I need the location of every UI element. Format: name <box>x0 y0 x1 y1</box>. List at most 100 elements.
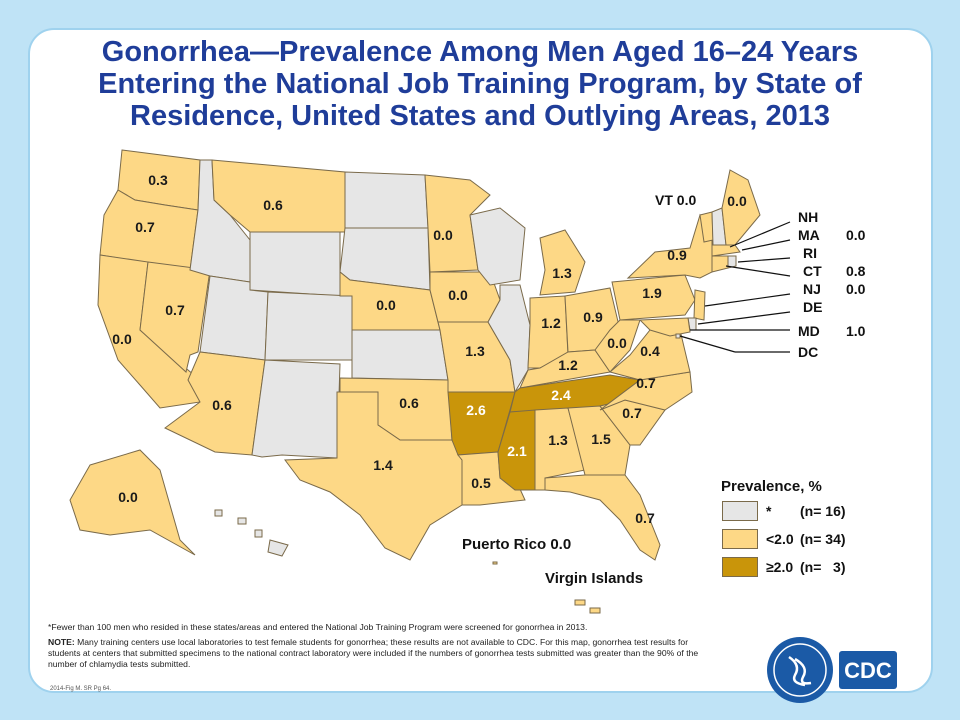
state-value-WV: 0.0 <box>607 335 627 351</box>
state-value-CA: 0.0 <box>112 331 132 347</box>
northeast-leader-lines <box>679 221 791 353</box>
ne-label-MD: MD <box>798 323 820 339</box>
legend-count: (n= 3) <box>800 559 846 575</box>
state-MI <box>539 229 586 296</box>
state-TX <box>284 391 463 561</box>
ne-label-RI: RI <box>803 245 817 261</box>
note-label: NOTE: <box>48 637 75 647</box>
territory-puerto-rico-shape <box>492 561 498 565</box>
ne-label-MA: MA <box>798 227 820 243</box>
note-text: Many training centers use local laborato… <box>48 637 699 669</box>
state-HI-island-4 <box>267 539 289 557</box>
state-CO <box>264 291 353 361</box>
legend-symbol: * <box>766 503 772 519</box>
state-value-MT: 0.6 <box>263 197 283 213</box>
state-value-AZ: 0.6 <box>212 397 232 413</box>
ne-label-DC: DC <box>798 344 818 360</box>
state-RI <box>727 255 737 269</box>
cdc-logo: CDC <box>765 635 905 705</box>
state-value-WA: 0.3 <box>148 172 168 188</box>
state-value-SC: 0.7 <box>622 405 642 421</box>
ne-value-MD: 1.0 <box>846 323 866 339</box>
territory-virgin-islands-shape-2 <box>589 607 601 614</box>
state-HI-island-2 <box>237 517 247 525</box>
legend-row-ge2: ≥2.0 (n= 3) <box>722 556 846 578</box>
state-WY <box>249 231 341 297</box>
legend-row-lt2: <2.0 (n= 34) <box>722 528 846 550</box>
state-value-OK: 0.6 <box>399 395 419 411</box>
territory-puerto-rico-label: Puerto Rico 0.0 <box>462 536 572 553</box>
state-value-AL: 1.3 <box>548 432 568 448</box>
state-value-NV: 0.7 <box>165 302 185 318</box>
state-DC <box>675 333 681 339</box>
state-CT <box>711 255 729 273</box>
legend-symbol: <2.0 <box>766 531 794 547</box>
state-AK <box>69 449 196 556</box>
footnote-note: NOTE: Many training centers use local la… <box>48 637 708 670</box>
state-value-IA: 0.0 <box>448 287 468 303</box>
state-value-PA: 1.9 <box>642 285 662 301</box>
state-value-FL: 0.7 <box>635 510 655 526</box>
state-value-AK: 0.0 <box>118 489 138 505</box>
cdc-badge <box>839 651 897 689</box>
legend-count: (n= 34) <box>800 531 846 547</box>
state-GA <box>567 405 631 476</box>
legend-swatch-ge2 <box>722 557 758 577</box>
state-value-LA: 0.5 <box>471 475 491 491</box>
state-value-AR: 2.6 <box>466 402 486 418</box>
state-value-labels: 0.3 0.7 0.0 0.7 0.6 0.6 0.0 0.6 1.4 0.0 0.0 1.3 2.6 0… <box>112 172 747 526</box>
cdc-text: CDC <box>844 658 892 683</box>
state-value-MN: 0.0 <box>433 227 453 243</box>
source-citation: 2014-Fig M. SR Pg 64. <box>50 686 112 692</box>
ne-label-DE: DE <box>803 299 822 315</box>
legend-title: Prevalence, % <box>721 478 822 495</box>
page-title: Gonorrhea—Prevalence Among Men Aged 16–2… <box>40 36 920 132</box>
ne-label-VT: VT 0.0 <box>655 192 696 208</box>
state-MA <box>711 244 741 257</box>
title-line-3: Residence, United States and Outlying Ar… <box>130 100 830 132</box>
state-HI <box>214 509 223 517</box>
state-value-KY: 1.2 <box>558 357 578 373</box>
territory-virgin-islands-label: Virgin Islands <box>545 570 644 587</box>
state-value-NC: 0.7 <box>636 375 656 391</box>
state-value-GA: 1.5 <box>591 431 611 447</box>
state-value-MO: 1.3 <box>465 343 485 359</box>
hhs-seal-icon <box>767 637 833 703</box>
ne-label-NH: NH <box>798 209 818 225</box>
state-ND <box>344 171 429 229</box>
state-value-IN: 1.2 <box>541 315 561 331</box>
state-HI-island-3 <box>254 529 263 538</box>
state-value-NY: 0.9 <box>667 247 687 263</box>
ne-label-CT: CT <box>803 263 822 279</box>
state-value-OR: 0.7 <box>135 219 155 235</box>
title-line-1: Gonorrhea—Prevalence Among Men Aged 16–2… <box>101 36 859 68</box>
state-value-MS: 2.1 <box>507 443 527 459</box>
state-value-ME: 0.0 <box>727 193 747 209</box>
ne-label-NJ: NJ <box>803 281 821 297</box>
legend-row-insufficient: * (n= 16) <box>722 500 846 522</box>
state-value-OH: 0.9 <box>583 309 603 325</box>
state-value-TX: 1.4 <box>373 457 393 473</box>
cdc-logo-graphic: CDC <box>767 637 897 703</box>
legend-swatch-insufficient <box>722 501 758 521</box>
state-value-VA: 0.4 <box>640 343 660 359</box>
title-line-2: Entering the National Job Training Progr… <box>98 68 862 100</box>
state-PA <box>611 274 696 321</box>
state-KS <box>351 329 449 381</box>
ne-value-NJ: 0.0 <box>846 281 866 297</box>
legend-swatch-lt2 <box>722 529 758 549</box>
state-value-NE: 0.0 <box>376 297 396 313</box>
ne-value-MA: 0.0 <box>846 227 866 243</box>
state-value-TN: 2.4 <box>551 387 571 403</box>
state-NJ <box>693 289 706 321</box>
footnote-asterisk: *Fewer than 100 men who resided in these… <box>48 622 588 632</box>
legend-count: (n= 16) <box>800 503 846 519</box>
state-NM <box>251 359 341 459</box>
legend-symbol: ≥2.0 <box>766 559 794 575</box>
ne-value-CT: 0.8 <box>846 263 866 279</box>
territory-virgin-islands-shape <box>574 599 586 606</box>
state-FL <box>544 474 661 561</box>
state-value-MI: 1.3 <box>552 265 572 281</box>
state-WI <box>469 207 526 286</box>
